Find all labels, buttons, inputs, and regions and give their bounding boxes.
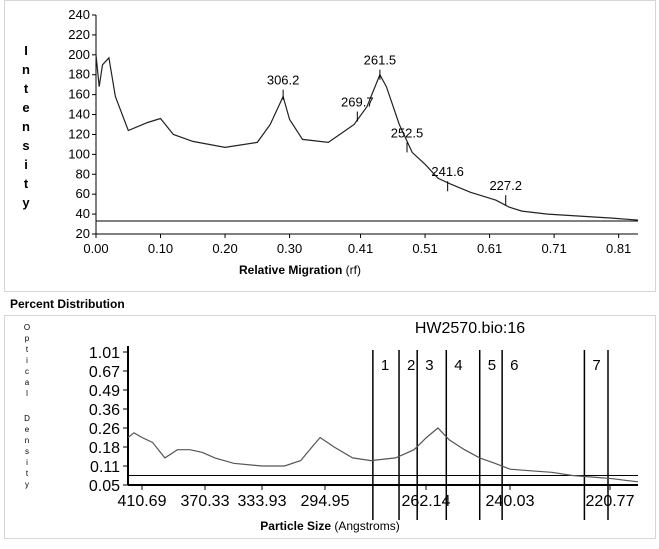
optical-density-chart-panel — [4, 315, 656, 539]
y-tick-label: 180 — [68, 67, 90, 82]
chart-title: HW2570.bio:16 — [415, 320, 525, 337]
x-tick-label: 0.20 — [212, 241, 237, 256]
y-tick-label: 0.26 — [89, 421, 120, 438]
x-tick-label: 220.77 — [586, 493, 635, 510]
y-tick-label: 1.01 — [89, 345, 120, 362]
y-tick-label: 60 — [76, 186, 90, 201]
y-tick-label: 80 — [76, 166, 90, 181]
y-axis-title-letter: c — [25, 367, 29, 376]
y-tick-label: 0.18 — [89, 440, 120, 457]
y-axis-title-letter: y — [22, 195, 30, 210]
x-tick-label: 0.00 — [83, 241, 108, 256]
y-axis-title-letter: s — [25, 447, 29, 456]
fraction-label: 1 — [381, 357, 389, 374]
x-tick-label: 410.69 — [118, 493, 167, 510]
x-tick-label: 0.61 — [477, 241, 502, 256]
x-axis-title-unit: (rf) — [346, 263, 361, 277]
x-tick-label: 0.71 — [541, 241, 566, 256]
fraction-label: 7 — [592, 357, 600, 374]
x-tick-label: 0.51 — [412, 241, 437, 256]
fraction-label: 4 — [454, 357, 462, 374]
x-axis-title: Relative Migration (rf) — [239, 263, 361, 277]
y-axis-title-letter: y — [25, 480, 29, 489]
y-axis-title-letter: i — [24, 157, 28, 172]
x-axis-title: Particle Size (Angstroms) — [260, 519, 399, 533]
y-axis-title-letter: e — [22, 100, 29, 115]
peak-label: 269.7 — [341, 95, 374, 110]
x-tick-label: 240.03 — [486, 493, 535, 510]
y-tick-label: 0.36 — [89, 402, 120, 419]
y-axis-title-letter: t — [24, 176, 29, 191]
y-tick-label: 0.67 — [89, 364, 120, 381]
x-axis-title-main: Particle Size — [260, 519, 334, 533]
y-axis-title-letter: i — [26, 356, 28, 365]
peak-label: 227.2 — [489, 178, 522, 193]
y-tick-label: 140 — [68, 107, 90, 122]
peak-label: 252.5 — [391, 125, 424, 140]
y-axis-title-letter: p — [25, 334, 30, 343]
x-axis-title-main: Relative Migration — [239, 263, 346, 277]
peak-label: 261.5 — [364, 53, 397, 68]
y-axis-title-letter: O — [24, 323, 30, 332]
y-axis-title-letter: I — [24, 43, 28, 58]
y-axis-title-letter: n — [22, 119, 30, 134]
x-tick-label: 0.30 — [277, 241, 302, 256]
y-tick-label: 200 — [68, 47, 90, 62]
intensity-line — [95, 54, 639, 221]
y-tick-label: 20 — [76, 226, 90, 241]
x-tick-label: 0.41 — [348, 241, 373, 256]
y-axis-title-letter: n — [25, 436, 29, 445]
x-tick-label: 262.14 — [402, 493, 451, 510]
intensity-chart: 240 220 200 180 160 140 120 100 80 60 40 200.00 0.10… — [22, 7, 639, 277]
peak-label: 241.6 — [431, 164, 464, 179]
x-tick-label: 0.10 — [148, 241, 173, 256]
x-tick-label: 333.93 — [238, 493, 287, 510]
fraction-label: 2 — [407, 357, 415, 374]
y-axis-title-letter: a — [25, 378, 30, 387]
y-axis-title-letter: l — [26, 389, 28, 398]
y-tick-label: 120 — [68, 126, 90, 141]
intensity-chart-panel — [4, 0, 656, 292]
y-tick-label: 0.49 — [89, 383, 120, 400]
y-tick-label: 0.05 — [89, 478, 120, 495]
optical-density-line — [127, 427, 639, 483]
x-axis-title-unit: (Angstroms) — [334, 519, 399, 533]
y-axis-title-letter: t — [24, 81, 29, 96]
y-tick-label: 240 — [68, 7, 90, 22]
y-tick-label: 0.11 — [90, 459, 120, 476]
y-tick-label: 220 — [68, 27, 90, 42]
y-axis-title-letter: D — [24, 414, 30, 423]
peak-label: 306.2 — [267, 73, 300, 88]
y-axis-title-letter: e — [25, 425, 30, 434]
y-axis-title-letter: i — [26, 458, 28, 467]
y-axis-title-letter: t — [26, 345, 29, 354]
fraction-label: 6 — [510, 357, 518, 374]
y-tick-label: 160 — [68, 87, 90, 102]
x-tick-label: 294.95 — [301, 493, 350, 510]
x-tick-label: 370.33 — [181, 493, 230, 510]
y-tick-label: 100 — [68, 146, 90, 161]
y-axis-title-letter: s — [22, 138, 29, 153]
x-tick-label: 0.81 — [606, 241, 631, 256]
y-axis-title-letter: t — [26, 469, 29, 478]
fraction-label: 5 — [488, 357, 496, 374]
fraction-label: 3 — [425, 357, 433, 374]
y-axis-title-letter: n — [22, 62, 30, 77]
y-tick-label: 40 — [76, 206, 90, 221]
percent-distribution-title: Percent Distribution — [10, 297, 125, 311]
